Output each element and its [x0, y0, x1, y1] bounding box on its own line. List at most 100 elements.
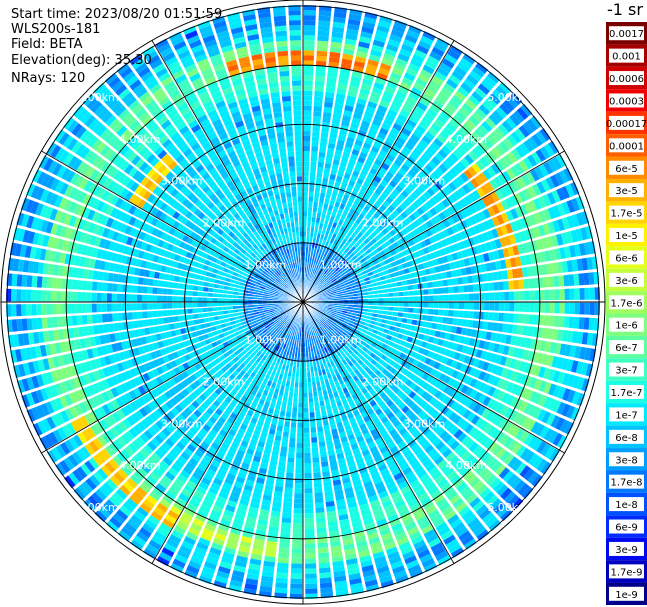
ppi-gate: [526, 326, 534, 337]
ppi-gate: [292, 538, 303, 544]
ppi-gate: [314, 280, 318, 286]
ppi-gate: [395, 532, 407, 541]
ppi-gate: [312, 452, 319, 458]
ppi-gate: [258, 376, 264, 383]
ppi-gate: [463, 78, 476, 90]
ppi-gate: [427, 55, 440, 66]
ppi-gate: [453, 242, 461, 252]
ppi-gate: [246, 426, 254, 434]
ppi-gate: [259, 365, 266, 372]
ppi-gate: [308, 326, 311, 332]
ppi-gate: [392, 218, 401, 226]
ppi-gate: [250, 417, 258, 425]
ppi-gate: [451, 224, 459, 234]
ppi-gate: [388, 256, 395, 263]
ppi-gate: [368, 294, 374, 299]
ppi-gate: [210, 482, 221, 491]
ppi-gate: [451, 94, 463, 106]
ppi-gate: [416, 207, 425, 216]
ppi-gate: [353, 60, 365, 69]
ppi-gate: [311, 437, 318, 443]
ppi-gate: [382, 472, 392, 481]
ppi-gate: [331, 335, 337, 341]
ppi-gate: [421, 116, 432, 126]
ppi-gate: [418, 40, 432, 50]
ppi-gate: [484, 302, 490, 311]
ppi-gate: [240, 440, 249, 448]
ppi-gate: [561, 260, 569, 273]
ppi-gate: [383, 247, 390, 254]
ppi-gate: [297, 352, 301, 358]
ppi-gate: [362, 261, 369, 267]
ppi-gate: [362, 244, 370, 251]
ppi-gate: [360, 209, 368, 216]
ppi-gate: [327, 449, 336, 456]
ppi-gate: [419, 454, 430, 464]
ppi-gate: [331, 291, 337, 294]
ppi-gate: [491, 460, 503, 473]
ppi-gate: [194, 449, 204, 458]
ppi-gate: [275, 383, 281, 390]
ppi-gate: [351, 117, 361, 125]
ppi-gate: [337, 293, 343, 297]
ppi-gate: [428, 288, 434, 295]
ppi-gate: [321, 310, 326, 314]
ppi-gate: [494, 354, 503, 365]
ppi-gate: [465, 99, 477, 110]
ppi-gate: [368, 184, 377, 192]
ppi-gate: [280, 348, 285, 354]
ppi-gate: [258, 398, 265, 406]
ppi-gate: [379, 428, 388, 437]
ppi-gate: [337, 508, 348, 516]
ppi-gate: [270, 342, 276, 349]
ppi-gate: [462, 489, 475, 501]
ppi-gate: [218, 523, 230, 532]
ppi-gate: [417, 171, 427, 181]
ppi-gate: [465, 119, 477, 130]
ppi-gate: [290, 422, 297, 428]
ppi-gate: [416, 339, 423, 347]
ppi-gate: [287, 452, 295, 458]
ppi-gate: [503, 491, 516, 504]
ppi-gate: [430, 451, 441, 462]
ppi-gate: [366, 490, 377, 498]
ppi-gate: [536, 458, 548, 472]
ppi-gate: [475, 244, 483, 254]
ppi-gate: [294, 351, 298, 358]
ppi-gate: [436, 240, 444, 249]
ppi-gate: [542, 194, 552, 207]
ppi-gate: [290, 578, 303, 584]
ppi-gate: [376, 72, 388, 81]
ppi-gate: [303, 377, 307, 383]
ppi-gate: [315, 70, 326, 77]
ppi-gate: [454, 403, 464, 414]
ppi-gate: [362, 569, 376, 578]
ppi-gate: [352, 112, 363, 120]
ppi-gate: [380, 192, 388, 200]
ppi-gate: [493, 481, 505, 493]
ppi-gate: [413, 290, 419, 296]
ppi-gate: [303, 15, 316, 21]
ppi-gate: [333, 346, 339, 353]
ppi-gate: [421, 276, 428, 283]
ppi-gate: [331, 550, 343, 558]
ppi-gate: [485, 351, 493, 362]
ppi-gate: [465, 376, 473, 386]
ppi-gate: [549, 302, 555, 314]
ppi-gate: [344, 486, 354, 494]
ppi-gate: [542, 367, 551, 380]
ppi-gate: [368, 346, 375, 352]
ppi-gate: [440, 272, 447, 279]
ppi-gate: [333, 16, 346, 24]
ppi-gate: [411, 165, 420, 174]
ppi-gate: [368, 494, 379, 503]
ppi-gate: [368, 305, 374, 309]
ppi-gate: [349, 8, 363, 16]
ppi-gate: [303, 140, 311, 147]
ppi-gate: [494, 238, 502, 249]
ppi-gate: [381, 58, 394, 67]
ppi-gate: [378, 67, 390, 76]
ppi-gate: [289, 437, 296, 443]
ppi-gate: [326, 333, 332, 339]
ppi-gate: [540, 461, 552, 475]
